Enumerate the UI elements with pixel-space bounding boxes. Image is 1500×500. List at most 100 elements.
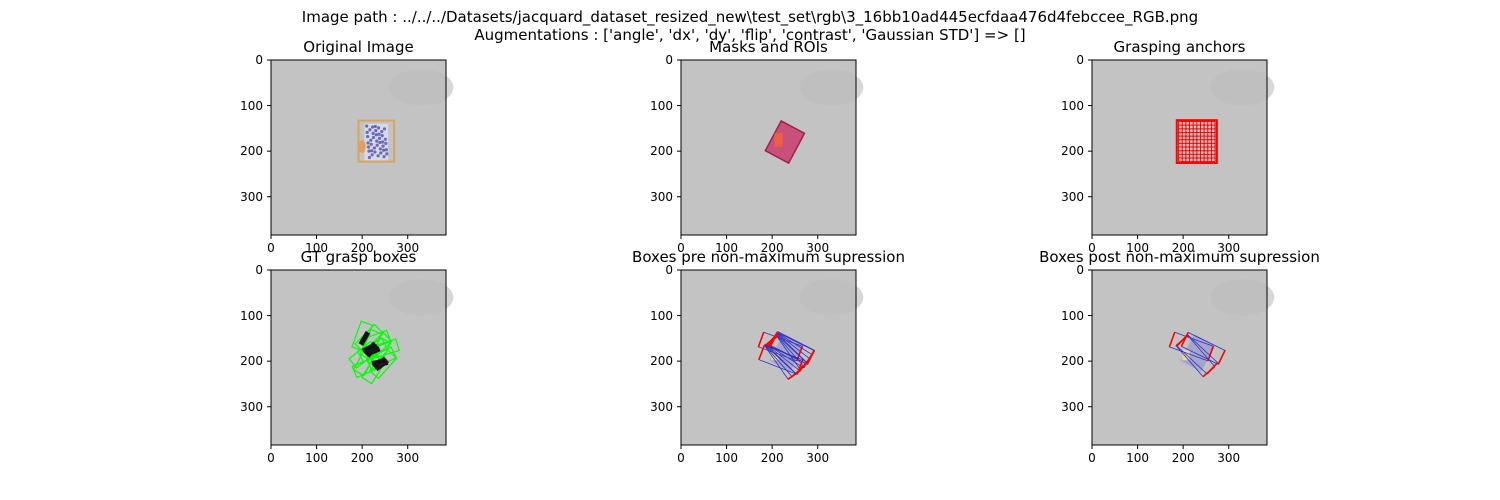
axes-frame bbox=[270, 269, 447, 446]
object-texture-dot bbox=[384, 141, 388, 145]
y-tick-label: 0 bbox=[1076, 53, 1084, 67]
object-texture-dot bbox=[373, 124, 377, 129]
axes-frame bbox=[680, 269, 857, 446]
x-tick-label: 200 bbox=[350, 241, 374, 255]
figure-title-line-1: Image path : ../../../Datasets/jacquard_… bbox=[301, 8, 1199, 26]
gripper-end bbox=[757, 331, 765, 348]
panel-boxes-pre-nms: Boxes pre non-maximum supression 0 100 200 3… bbox=[632, 248, 905, 465]
background-shade bbox=[799, 69, 864, 106]
object-texture-dot bbox=[366, 141, 370, 145]
object-texture-dot bbox=[381, 144, 385, 148]
object-tag bbox=[1182, 350, 1190, 361]
panel-title: Masks and ROIs bbox=[709, 38, 828, 56]
object-texture-dot bbox=[377, 136, 382, 140]
object-texture-dot bbox=[380, 134, 384, 138]
y-tick-label: 300 bbox=[240, 399, 263, 414]
y-tick-label: 100 bbox=[1061, 98, 1084, 113]
gripper-end bbox=[1207, 346, 1215, 362]
x-tick-label: 300 bbox=[396, 451, 420, 465]
y-tick-label: 300 bbox=[650, 189, 673, 204]
x-tick-label: 0 bbox=[677, 241, 685, 255]
gripper-end bbox=[806, 349, 816, 365]
object-texture-dot bbox=[366, 145, 371, 149]
gripper-end bbox=[1168, 331, 1176, 348]
gripper-end bbox=[1175, 334, 1189, 347]
panel-image bbox=[677, 59, 864, 239]
object-texture-dot bbox=[383, 137, 387, 141]
y-tick-label: 200 bbox=[650, 354, 673, 369]
object-texture-dot bbox=[367, 149, 371, 153]
x-tick-label: 0 bbox=[267, 451, 275, 465]
panel-grasping-anchors: Grasping anchors 0 100 200 300 0 100 200 300 bbox=[1061, 38, 1275, 255]
gripper-end bbox=[1180, 332, 1189, 347]
x-tick-label: 0 bbox=[1088, 451, 1096, 465]
object-texture-dot bbox=[382, 155, 386, 159]
axes-frame bbox=[1091, 269, 1268, 446]
object-texture-dot bbox=[370, 149, 374, 153]
figure-title-line-2: Augmentations : ['angle', 'dx', 'dy', 'f… bbox=[474, 26, 1026, 44]
object-texture-dot bbox=[368, 128, 372, 132]
x-tick-label: 300 bbox=[396, 241, 420, 255]
y-tick-label: 200 bbox=[1061, 144, 1084, 159]
x-tick-label: 300 bbox=[806, 241, 830, 255]
object-texture-dot bbox=[367, 155, 372, 160]
object-texture-dot bbox=[371, 131, 375, 135]
object-texture-dot bbox=[373, 150, 377, 154]
object-texture-dot bbox=[377, 132, 381, 136]
object-texture-dot bbox=[366, 134, 370, 139]
y-tick-label: 300 bbox=[240, 189, 263, 204]
y-tick-label: 100 bbox=[240, 308, 263, 323]
y-tick-label: 300 bbox=[1061, 399, 1084, 414]
panel-gt-grasp-boxes: GT grasp boxes 0 100 200 300 0 100 200 300 bbox=[240, 248, 454, 465]
y-tick-label: 300 bbox=[1061, 189, 1084, 204]
gripper-end bbox=[1202, 365, 1216, 378]
axes-frame bbox=[270, 59, 447, 236]
panel-boxes-post-nms: Boxes post non-maximum supression 0 100 200… bbox=[1039, 248, 1320, 465]
panel-image bbox=[1088, 269, 1275, 449]
panel-image bbox=[677, 269, 864, 449]
object-texture-dot bbox=[369, 142, 373, 146]
y-tick-label: 100 bbox=[650, 98, 673, 113]
gripper-end bbox=[770, 331, 779, 346]
gt-grasp-box bbox=[351, 320, 374, 352]
object-texture-dot bbox=[371, 135, 376, 140]
mask-highlight bbox=[774, 132, 783, 147]
panel-original-image: Original Image 0 100 200 300 0 100 200 300 bbox=[240, 38, 454, 255]
gripper-end bbox=[1217, 350, 1226, 365]
x-tick-label: 0 bbox=[677, 451, 685, 465]
x-tick-label: 200 bbox=[1171, 451, 1195, 465]
object-texture-dot bbox=[365, 124, 369, 128]
panel-image bbox=[267, 59, 454, 239]
background-shade bbox=[389, 69, 454, 106]
y-tick-label: 100 bbox=[650, 308, 673, 323]
y-tick-label: 100 bbox=[240, 98, 263, 113]
object-texture-dot bbox=[375, 143, 379, 147]
x-tick-label: 100 bbox=[715, 451, 739, 465]
object-texture-dot bbox=[381, 140, 385, 144]
x-tick-label: 100 bbox=[715, 241, 739, 255]
object-texture-dot bbox=[376, 126, 381, 130]
panel-title: Grasping anchors bbox=[1113, 38, 1246, 56]
y-tick-label: 300 bbox=[650, 399, 673, 414]
x-tick-label: 0 bbox=[1088, 241, 1096, 255]
object-tag bbox=[771, 350, 779, 361]
axes-frame bbox=[680, 59, 857, 236]
y-tick-label: 0 bbox=[665, 53, 673, 67]
background-shade bbox=[1210, 279, 1275, 316]
gt-grasp-box bbox=[360, 353, 388, 385]
background-shade bbox=[1210, 69, 1275, 106]
x-tick-label: 200 bbox=[1171, 241, 1195, 255]
anchor-bounds bbox=[1175, 119, 1218, 164]
y-tick-label: 200 bbox=[240, 354, 263, 369]
gripper-end bbox=[795, 361, 808, 375]
y-tick-label: 0 bbox=[665, 263, 673, 277]
object-texture-dot bbox=[380, 129, 384, 134]
x-tick-label: 200 bbox=[760, 451, 784, 465]
object-texture-dot bbox=[378, 140, 382, 145]
panel-title: Boxes post non-maximum supression bbox=[1039, 248, 1320, 266]
y-tick-label: 200 bbox=[1061, 354, 1084, 369]
x-tick-label: 300 bbox=[806, 451, 830, 465]
panel-title: Boxes pre non-maximum supression bbox=[632, 248, 905, 266]
x-tick-label: 0 bbox=[267, 241, 275, 255]
y-tick-label: 0 bbox=[1076, 263, 1084, 277]
